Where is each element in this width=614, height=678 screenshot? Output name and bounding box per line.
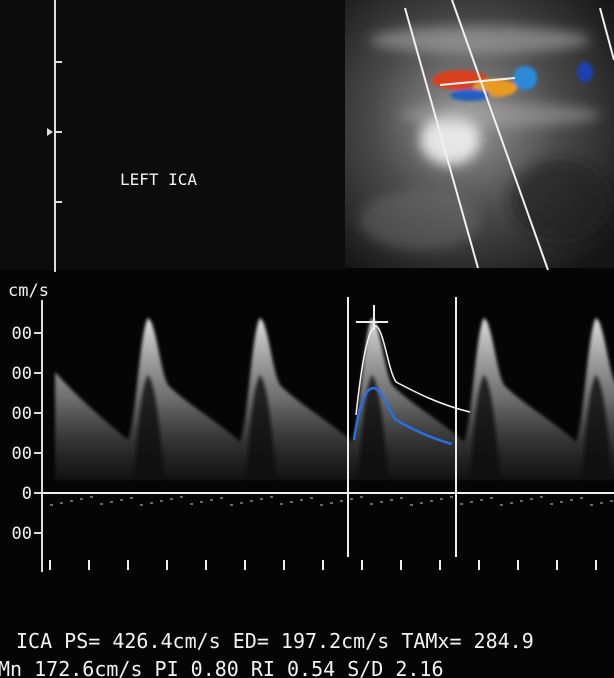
noise [370,503,373,505]
noise [120,499,123,501]
noise [300,499,303,501]
noise [160,500,163,502]
noise [200,501,203,503]
noise [320,504,323,506]
noise [220,497,223,499]
noise [170,498,173,500]
noise [190,503,193,505]
noise [180,496,183,498]
noise [150,502,153,504]
noise [600,502,603,504]
noise [500,504,503,506]
velocity-label: 00 [12,324,32,344]
noise [510,502,513,504]
noise [580,497,583,499]
noise [530,498,533,500]
noise [280,503,283,505]
velocity-label: 00 [12,524,32,544]
noise [490,497,493,499]
unit-label: cm/s [8,281,49,301]
noise [390,499,393,501]
noise [270,496,273,498]
velocity-label: 00 [12,364,32,384]
noise [110,501,113,503]
panel-label: LEFT ICA [120,170,197,189]
noise [340,500,343,502]
noise [140,504,143,506]
measurement-line: ICA PS= 426.4cm/s ED= 197.2cm/s TAMx= 28… [16,629,534,653]
noise [360,496,363,498]
velocity-label: 00 [12,404,32,424]
noise [90,496,93,498]
noise [240,502,243,504]
ultrasound-display: LEFT ICA cm/s 00000000000 ICA PS= 426.4c… [0,0,614,678]
noise [310,497,313,499]
velocity-label: 00 [12,444,32,464]
noise [410,504,413,506]
noise [50,504,53,506]
doppler-spectrum [50,318,614,506]
noise [380,501,383,503]
noise [420,502,423,504]
noise [130,497,133,499]
noise [230,504,233,506]
noise [590,504,593,506]
noise [290,501,293,503]
noise [260,498,263,500]
noise [550,503,553,505]
noise [430,500,433,502]
noise [610,500,613,502]
noise [210,499,213,501]
noise [60,502,63,504]
info-panel [0,0,345,270]
noise [570,499,573,501]
noise [80,498,83,500]
velocity-label: 0 [22,484,32,504]
noise [330,502,333,504]
time-ticks [50,560,596,570]
noise [480,499,483,501]
noise [250,500,253,502]
noise [100,503,103,505]
noise [560,501,563,503]
ultrasound-screen: LEFT ICA cm/s 00000000000 ICA PS= 426.4c… [0,0,614,678]
noise [350,498,353,500]
noise [460,503,463,505]
noise [540,496,543,498]
noise [70,500,73,502]
noise [440,498,443,500]
measurement-line: Mn 172.6cm/s PI 0.80 RI 0.54 S/D 2.16 [0,657,444,678]
noise [520,500,523,502]
noise [470,501,473,503]
noise [400,497,403,499]
noise [450,496,453,498]
